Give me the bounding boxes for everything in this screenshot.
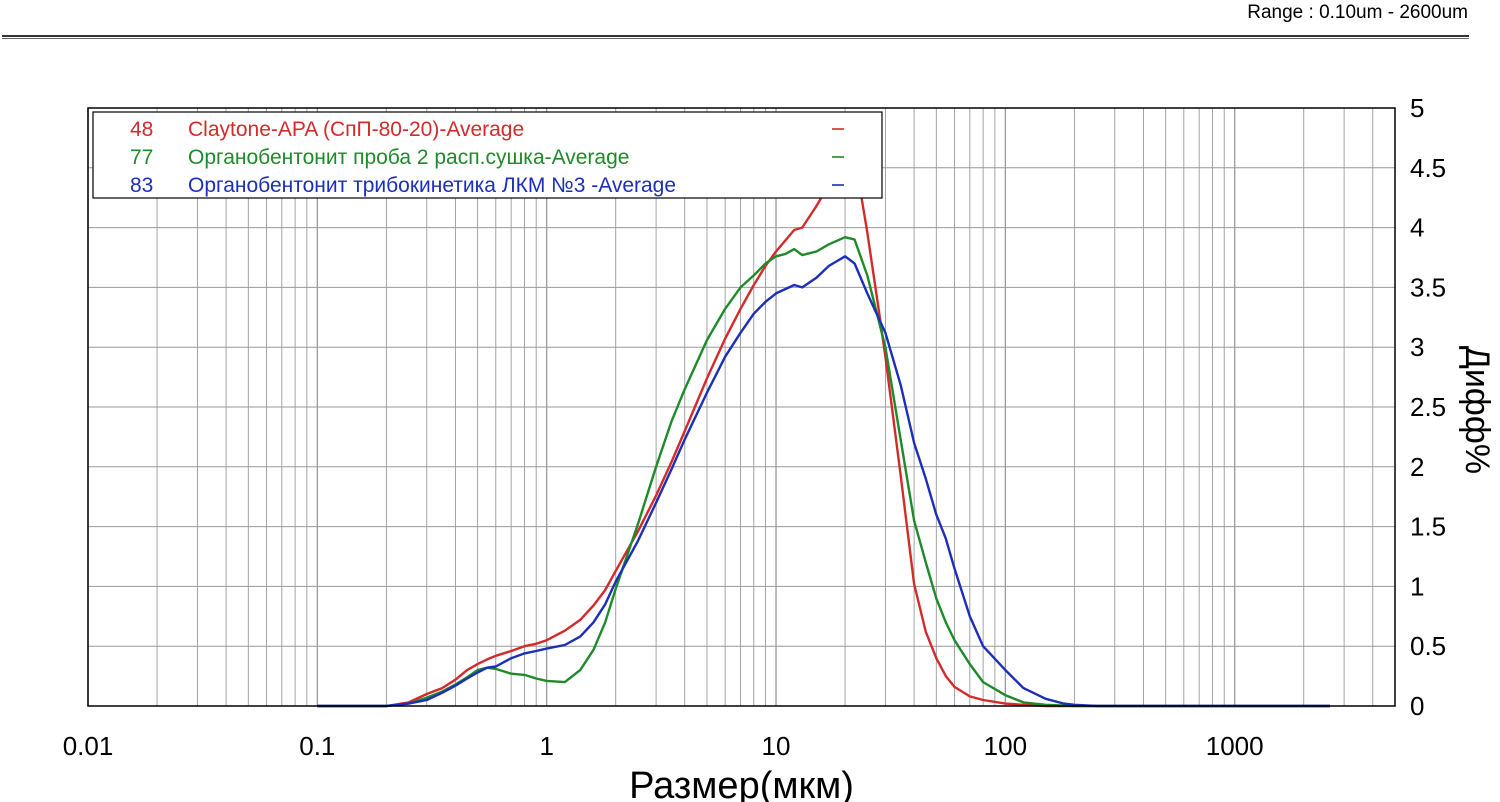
y-tick-label: 2.5 [1410,392,1446,422]
legend-series-name: Органобентонит проба 2 расп.сушка-Averag… [188,146,629,169]
x-tick-label: 1 [539,731,553,761]
series-line-83 [317,255,1330,708]
legend-series-id: 83 [130,174,153,197]
grid [87,108,1396,706]
y-tick-label: 4.5 [1410,153,1446,183]
series-line-77 [317,235,1330,708]
y-axis-title: Дифф% [1458,346,1496,474]
y-tick-label: 2 [1410,452,1424,482]
x-tick-label: 100 [984,731,1027,761]
legend-box [92,111,883,199]
x-axis-ticks: 0.01 0.1 1 10 100 1000 [63,731,1264,761]
y-tick-label: 5 [1410,93,1424,123]
x-tick-label: 10 [762,731,791,761]
x-tick-label: 0.01 [63,731,114,761]
series-lines [317,112,1330,708]
x-tick-label: 0.1 [299,731,335,761]
legend-series-name: Органобентонит трибокинетика ЛКМ №3 -Ave… [188,174,676,197]
range-label: Range : 0.10um - 2600um [1247,2,1468,23]
y-axis-ticks: 0 0.5 1 1.5 2 2.5 3 3.5 4 4.5 5 [1410,93,1446,721]
x-axis-title: Размер(мкм) [629,765,854,802]
y-tick-label: 4 [1410,213,1424,243]
y-tick-label: 1 [1410,571,1424,601]
series-line-48 [317,112,1330,708]
y-tick-label: 3.5 [1410,272,1446,302]
plot-frame [87,107,1396,707]
legend-series-id: 48 [130,118,153,141]
y-tick-label: 3 [1410,332,1424,362]
legend: 48 Claytone-APA (СпП-80-20)-Average 77 Орга… [92,111,883,199]
legend-series-name: Claytone-APA (СпП-80-20)-Average [188,118,524,141]
y-tick-label: 0 [1410,691,1424,721]
y-tick-label: 0.5 [1410,631,1446,661]
header-divider [2,35,1469,39]
x-tick-label: 1000 [1206,731,1264,761]
y-tick-label: 1.5 [1410,512,1446,542]
legend-series-id: 77 [130,146,153,169]
